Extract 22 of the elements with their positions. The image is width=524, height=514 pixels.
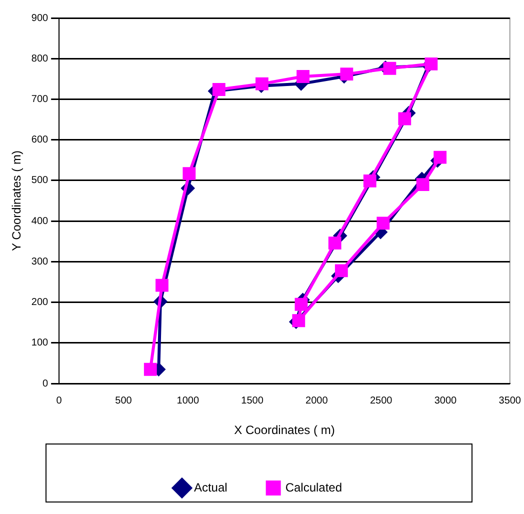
x-axis-title: X Coordinates ( m): [234, 423, 335, 438]
y-tick-label: 500: [31, 175, 49, 186]
y-tick-label: 900: [31, 12, 49, 24]
legend-label: Actual: [194, 480, 228, 494]
y-tick-label: 100: [31, 338, 49, 349]
y-tick-label: 600: [31, 134, 49, 146]
y-tick-label: 0: [42, 378, 49, 390]
x-tick-label: 1000: [176, 395, 200, 406]
y-tick-label: 400: [31, 216, 49, 227]
x-tick-label: 3500: [498, 395, 522, 406]
x-tick-label: 3000: [434, 395, 458, 406]
y-tick-label: 200: [31, 297, 49, 308]
y-tick-label: 800: [31, 53, 49, 64]
x-tick-label: 0: [56, 395, 62, 406]
y-tick-label: 700: [31, 94, 49, 105]
x-tick-label: 2000: [306, 395, 328, 406]
legend-label: Calculated: [285, 480, 342, 494]
y-axis-title: Y Coordinates ( m): [10, 150, 24, 252]
x-tick-label: 1500: [241, 395, 264, 406]
x-tick-label: 2500: [370, 395, 393, 406]
x-tick-label: 500: [115, 395, 132, 406]
y-tick-label: 300: [31, 256, 49, 268]
